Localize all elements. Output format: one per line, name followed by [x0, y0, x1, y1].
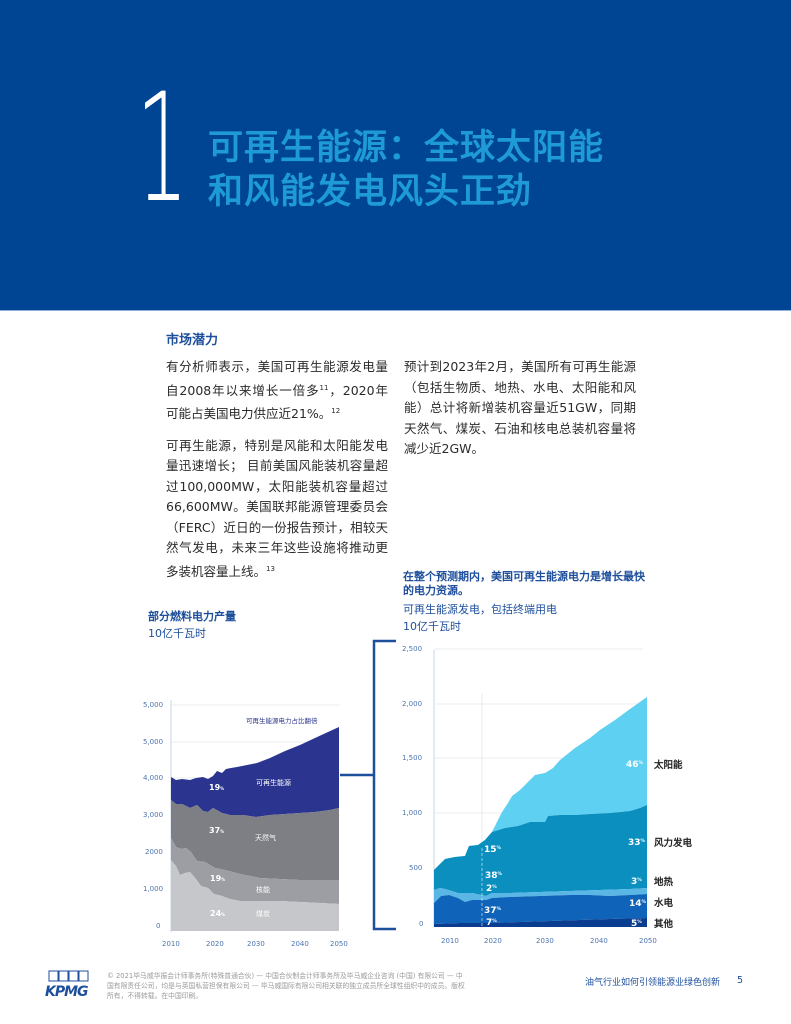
y-tick: 5,000: [143, 738, 164, 746]
pct-label: 33%: [628, 838, 646, 848]
pct-label: 24%: [210, 909, 225, 918]
pct-label: 37%: [209, 826, 224, 835]
x-tick: 2010: [162, 940, 180, 948]
text-run: ，2020年可能占美国电力供应近21%。: [166, 382, 389, 422]
y-tick: 1,000: [402, 809, 423, 817]
x-tick: 2020: [206, 940, 224, 948]
x-tick: 2020: [484, 937, 502, 945]
pct-label: 15%: [484, 845, 502, 855]
pct-label: 2%: [486, 884, 497, 894]
other-area: [434, 918, 647, 927]
paragraph: 有分析师表示，美国可再生能源发电量自2008年以来增长一倍多11，2020年可能…: [166, 357, 388, 425]
y-tick: 0: [156, 922, 161, 930]
right-chart-unit: 10亿千瓦时: [403, 620, 461, 633]
renewables-label: 可再生能源: [256, 778, 291, 787]
pct-label: 19%: [210, 874, 225, 883]
legend-geothermal: 地热: [654, 876, 674, 888]
coal-label: 煤炭: [256, 909, 270, 918]
pct-label: 46%: [626, 760, 644, 770]
y-tick: 5,000: [143, 701, 164, 709]
y-tick: 1,500: [402, 754, 423, 762]
chapter-banner: [0, 0, 791, 310]
pct-label: 7%: [486, 918, 497, 928]
logo-text: KPMG: [45, 984, 88, 998]
copyright-notice: © 2021毕马威华振会计师事务所(特殊普通合伙) — 中国合伙制会计师事务所及…: [107, 972, 465, 1000]
legend-wind: 风力发电: [654, 837, 693, 849]
banner-divider: [0, 310, 791, 311]
zoom-bracket: [340, 639, 396, 931]
footnote-ref[interactable]: 11: [319, 383, 329, 392]
legend-solar: 太阳能: [654, 759, 683, 771]
pct-label: 19%: [209, 783, 224, 792]
natural-gas-area: [171, 800, 339, 880]
nuclear-label: 核能: [256, 885, 270, 894]
hydro-area: [434, 894, 647, 924]
y-tick: 4,000: [143, 774, 164, 782]
x-tick: 2040: [291, 940, 309, 948]
y-tick: 2,500: [402, 645, 423, 653]
x-tick: 2010: [441, 937, 459, 945]
x-tick: 2050: [330, 940, 348, 948]
text-run: 有分析师表示，美国可再生能源发电量自2008年以来增长一倍多: [166, 359, 388, 398]
footnote-ref[interactable]: 12: [331, 407, 341, 415]
left-chart-unit: 10亿千瓦时: [148, 627, 206, 640]
section-heading: 市场潜力: [166, 333, 219, 348]
chapter-title-line2: 和风能发电风头正劲: [208, 172, 533, 212]
right-text-column: 预计到2023年2月，美国所有可再生能源（包括生物质、地热、水电、太阳能和风能）…: [404, 357, 636, 471]
paragraph: 预计到2023年2月，美国所有可再生能源（包括生物质、地热、水电、太阳能和风能）…: [404, 359, 636, 456]
kpmg-logo: KPMG: [45, 970, 89, 998]
natural-gas-label: 天然气: [255, 833, 276, 842]
pct-label: 38%: [485, 871, 503, 881]
y-tick: 500: [409, 864, 423, 872]
pct-label: 3%: [631, 877, 642, 887]
pct-label: 37%: [484, 906, 502, 916]
left-text-column: 有分析师表示，美国可再生能源发电量自2008年以来增长一倍多11，2020年可能…: [166, 357, 388, 593]
right-chart-title-line1: 在整个预测期内，美国可再生能源电力是增长最快: [403, 570, 645, 583]
annotation-text: 可再生能源电力占比翻倍: [246, 716, 318, 725]
wind-area: [434, 805, 647, 896]
nuclear-area: [171, 838, 339, 904]
y-tick: 2,000: [402, 700, 423, 708]
right-chart-title-line2: 的电力资源。: [403, 584, 469, 597]
y-tick: 3,000: [143, 811, 164, 819]
text-run: 可再生能源，特别是风能和太阳能发电量迅速增长； 目前美国风能装机容量超过100,…: [166, 437, 388, 579]
legend-other: 其他: [654, 918, 674, 930]
footnote-ref[interactable]: 13: [266, 564, 275, 573]
paragraph: 可再生能源，特别是风能和太阳能发电量迅速增长； 目前美国风能装机容量超过100,…: [166, 436, 388, 583]
chapter-number: 1: [136, 62, 189, 236]
geothermal-area: [434, 888, 647, 903]
x-tick: 2050: [639, 937, 657, 945]
y-tick: 2000: [145, 848, 163, 856]
left-chart-title: 部分燃料电力产量: [148, 610, 236, 623]
renewables-area: [171, 727, 339, 817]
pct-label: 14%: [629, 899, 647, 909]
chapter-title-line1: 可再生能源：全球太阳能: [208, 128, 605, 168]
y-tick: 0: [419, 920, 424, 928]
chapter-title: 可再生能源：全球太阳能 和风能发电风头正劲: [208, 126, 604, 214]
right-chart-title: 在整个预测期内，美国可再生能源电力是增长最快 的电力资源。: [403, 570, 645, 598]
x-tick: 2030: [247, 940, 265, 948]
y-tick: 1,000: [143, 885, 164, 893]
page-number: 5: [737, 975, 744, 986]
coal-area: [171, 860, 339, 931]
x-tick: 2030: [536, 937, 554, 945]
right-chart-subtitle: 可再生能源发电，包括终端用电: [403, 603, 557, 616]
pct-label: 5%: [631, 919, 642, 929]
publication-title: 油气行业如何引领能源业绿色创新: [585, 978, 721, 988]
legend-hydro: 水电: [654, 897, 674, 909]
x-tick: 2040: [590, 937, 608, 945]
